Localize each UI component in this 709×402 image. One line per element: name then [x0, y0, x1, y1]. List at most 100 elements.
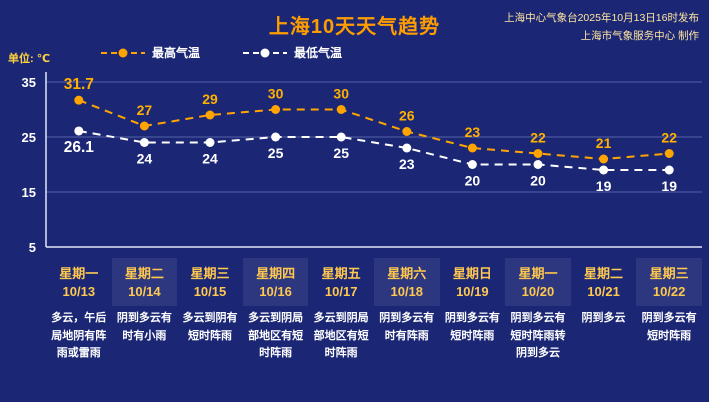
max-temp-point	[402, 127, 412, 136]
date-label: 10/15	[193, 283, 227, 299]
weekday-label: 星期三	[649, 265, 689, 281]
min-temp-value: 24	[202, 151, 218, 167]
max-temp-point	[271, 105, 281, 114]
weekday-label: 星期日	[452, 265, 492, 281]
day-column: 星期一 10/13	[46, 258, 112, 306]
min-temp-point	[271, 132, 281, 142]
date-label: 10/16	[259, 283, 292, 299]
weekday-label: 星期二	[584, 265, 624, 281]
weekday-label: 星期一	[518, 265, 558, 281]
weather-description-row: 多云，午后局地阴有阵雨或雷雨 阴到多云有时有小雨 多云到阴有短时阵雨 多云到阴局部地区…	[46, 310, 702, 363]
unit-label: 单位: ℃	[8, 53, 51, 65]
day-column: 星期二 10/21	[571, 258, 637, 306]
min-temp-value: 19	[661, 178, 677, 194]
max-temp-line	[78, 99, 670, 161]
max-temp-legend-marker	[101, 48, 145, 57]
min-temp-value: 25	[333, 145, 349, 161]
max-temp-point	[336, 105, 346, 114]
min-temp-value: 25	[268, 145, 284, 161]
weekday-label: 星期三	[190, 265, 230, 281]
min-temp-point	[533, 160, 543, 169]
day-column: 星期一 10/20	[505, 258, 571, 306]
source-line-2: 上海市气象服务中心 制作	[580, 29, 699, 42]
weather-desc: 多云到阴有短时阵雨	[182, 312, 238, 342]
date-label: 10/20	[521, 283, 555, 299]
weather-desc: 阴到多云有时有小雨	[116, 312, 172, 342]
min-temp-value: 20	[530, 173, 546, 189]
weekday-label: 星期二	[124, 265, 164, 281]
max-temp-point	[533, 149, 543, 158]
weather-desc: 多云到阴局部地区有短时阵雨	[313, 312, 369, 360]
min-temp-point	[205, 138, 215, 147]
weekday-label: 星期四	[256, 265, 296, 281]
days-header-row: 星期一 10/13 星期二 10/14 星期三 10/15 星期四 10/16 星期五 10/17…	[46, 258, 702, 306]
weather-desc: 阴到多云	[581, 312, 626, 324]
min-temp-value: 24	[137, 151, 153, 167]
max-temp-point	[467, 143, 477, 153]
date-label: 10/18	[390, 283, 424, 299]
weekday-label: 星期五	[321, 265, 361, 281]
min-temp-point	[467, 160, 477, 169]
day-column: 星期二 10/14	[111, 258, 178, 306]
page-title: 上海10天天气趋势	[268, 16, 441, 38]
min-temp-value: 26.1	[64, 139, 95, 156]
max-temp-value: 27	[137, 102, 153, 118]
min-temp-legend-marker	[243, 48, 288, 57]
max-temp-value: 29	[202, 91, 218, 107]
min-temp-point	[74, 126, 84, 136]
y-tick-label: 25	[22, 130, 36, 145]
max-temp-value: 31.7	[64, 76, 94, 93]
weather-desc: 阴到多云有短时阵雨	[641, 312, 697, 342]
max-temp-value: 21	[596, 135, 612, 151]
day-column: 星期五 10/17	[308, 258, 374, 306]
legend-item-min: 最低气温	[242, 44, 342, 61]
min-temp-point	[336, 132, 346, 142]
chart-legend: 最高气温 最低气温	[100, 44, 342, 61]
weekday-label: 星期六	[387, 265, 427, 281]
max-temp-value: 30	[268, 86, 284, 102]
weekday-label: 星期一	[59, 265, 99, 281]
min-temp-value: 23	[399, 156, 415, 172]
max-temp-value: 22	[530, 130, 546, 146]
max-temp-point	[139, 121, 149, 131]
legend-max-label: 最高气温	[152, 46, 201, 60]
y-tick-label: 15	[22, 185, 36, 200]
weather-desc: 阴到多云有短时阵雨转阴到多云	[510, 312, 566, 360]
min-temp-line	[78, 129, 670, 171]
date-label: 10/17	[324, 283, 358, 299]
legend-min-label: 最低气温	[294, 46, 343, 60]
max-temp-value: 26	[399, 108, 415, 124]
legend-item-max: 最高气温	[100, 44, 200, 61]
day-column: 星期六 10/18	[373, 258, 440, 306]
max-temp-point	[74, 95, 84, 105]
min-temp-value: 19	[596, 178, 612, 194]
min-temp-point	[599, 165, 609, 175]
max-temp-value: 30	[333, 86, 349, 102]
weather-desc: 阴到多云有短时阵雨	[444, 312, 500, 342]
max-temp-point	[664, 149, 674, 158]
max-temp-point	[599, 154, 609, 164]
day-column: 星期三 10/15	[177, 258, 243, 306]
weather-desc: 多云，午后局地阴有阵雨或雷雨	[51, 312, 107, 360]
date-label: 10/14	[128, 283, 161, 299]
day-column: 星期三 10/22	[636, 258, 702, 306]
date-label: 10/22	[652, 283, 686, 299]
date-label: 10/21	[587, 283, 620, 299]
weather-desc: 阴到多云有时有阵雨	[379, 312, 435, 342]
day-column: 星期四 10/16	[242, 258, 309, 306]
max-temp-value: 22	[661, 130, 677, 146]
source-line-1: 上海中心气象台2025年10月13日16时发布	[504, 12, 699, 24]
day-column: 星期日 10/19	[440, 258, 506, 306]
max-temp-point	[205, 110, 215, 120]
temperature-chart: 35 25 15 5 31.7 27 29 30 30 26 23 22 21 22 26.1 24 24 25 2…	[22, 72, 702, 255]
min-temp-point	[664, 165, 674, 175]
weather-desc: 多云到阴局部地区有短时阵雨	[248, 312, 304, 360]
min-temp-value: 20	[465, 173, 481, 189]
min-temp-point	[402, 143, 412, 153]
max-temp-value: 23	[465, 124, 481, 140]
date-label: 10/19	[456, 283, 489, 299]
source-info: 上海中心气象台2025年10月13日16时发布 上海市气象服务中心 制作	[504, 10, 699, 46]
min-temp-point	[139, 138, 149, 147]
y-tick-label: 35	[22, 75, 36, 90]
